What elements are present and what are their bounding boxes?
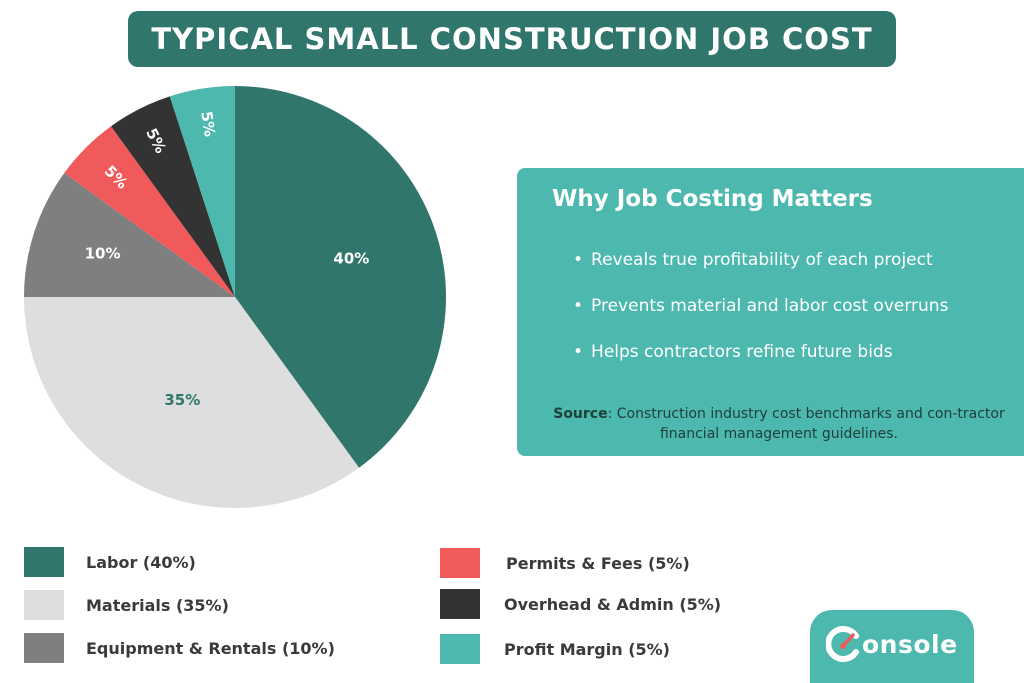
- legend-swatch: [24, 590, 64, 620]
- legend-item-overhead: Overhead & Admin (5%): [440, 588, 721, 620]
- info-bullets: • Reveals true profitability of each proj…: [573, 246, 948, 384]
- source-text: : Construction industry cost benchmarks …: [607, 406, 1005, 442]
- legend-label: Overhead & Admin (5%): [504, 594, 722, 614]
- legend-item-materials: Materials (35%): [24, 589, 229, 621]
- legend-label: Equipment & Rentals (10%): [86, 638, 335, 658]
- logo-c-gauge-icon: [826, 626, 859, 662]
- info-bullet: • Reveals true profitability of each proj…: [573, 246, 948, 292]
- info-bullet: • Prevents material and labor cost overru…: [573, 292, 948, 338]
- pie-slice-label: 35%: [164, 391, 200, 409]
- logo-text: onsole: [862, 630, 958, 659]
- legend-item-equipment: Equipment & Rentals (10%): [24, 632, 335, 664]
- pie-slice-profit-margin: [169, 86, 235, 297]
- pie-slice-overhead-admin: [110, 96, 235, 297]
- info-title: Why Job Costing Matters: [552, 186, 873, 212]
- title-banner: TYPICAL SMALL CONSTRUCTION JOB COST: [128, 11, 896, 67]
- bullet-dot-icon: •: [573, 296, 584, 316]
- pie-slice-label: 5%: [197, 110, 219, 138]
- bullet-dot-icon: •: [573, 250, 584, 270]
- legend-item-profit: Profit Margin (5%): [440, 633, 670, 665]
- legend-label: Permits & Fees (5%): [506, 553, 690, 573]
- legend-item-permits: Permits & Fees (5%): [440, 547, 690, 579]
- brand-logo: onsole: [810, 610, 974, 683]
- source-note: Source: Construction industry cost bench…: [544, 404, 1014, 444]
- pie-slice-permits-fees: [64, 126, 235, 297]
- bullet-dot-icon: •: [573, 342, 584, 362]
- legend-swatch: [440, 634, 480, 664]
- info-panel: Why Job Costing Matters • Reveals true pr…: [517, 168, 1024, 456]
- legend-swatch: [440, 589, 480, 619]
- source-label: Source: [553, 406, 608, 422]
- legend-label: Profit Margin (5%): [504, 639, 670, 659]
- pie-chart: 40%35%10%5%5%5%: [24, 86, 446, 508]
- chart-title: TYPICAL SMALL CONSTRUCTION JOB COST: [151, 22, 873, 56]
- pie-slice-labor: [235, 86, 446, 468]
- legend-label: Labor (40%): [86, 552, 196, 572]
- legend-swatch: [24, 633, 64, 663]
- info-bullet: • Helps contractors refine future bids: [573, 338, 948, 384]
- legend-swatch: [440, 548, 480, 578]
- pie-slice-materials: [24, 297, 360, 508]
- pie-slice-label: 10%: [85, 244, 121, 262]
- legend-label: Materials (35%): [86, 595, 229, 615]
- pie-slice-equipment-rentals: [24, 172, 235, 297]
- legend-swatch: [24, 547, 64, 577]
- pie-slice-label: 40%: [333, 250, 369, 268]
- legend-item-labor: Labor (40%): [24, 546, 196, 578]
